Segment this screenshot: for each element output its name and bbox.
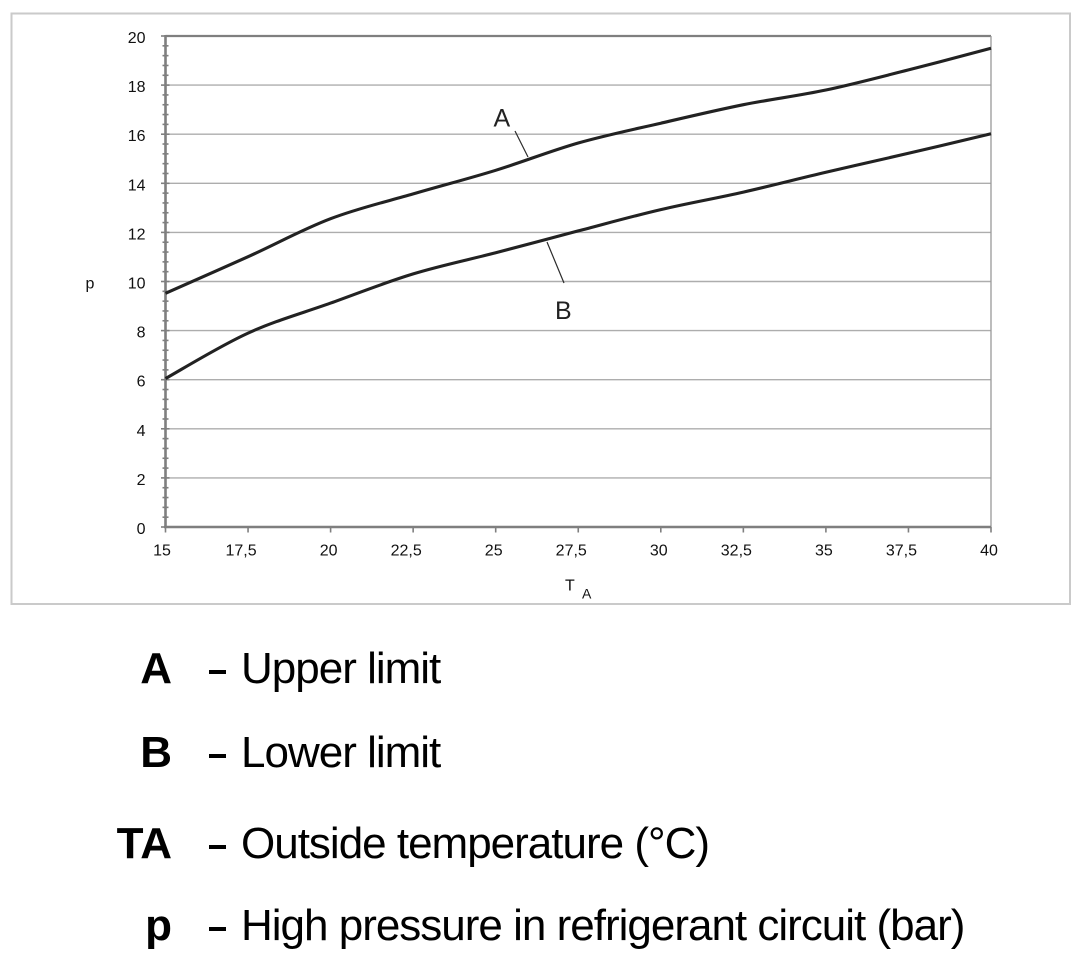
svg-text:25: 25 (485, 543, 503, 560)
svg-text:A: A (494, 105, 511, 133)
svg-text:40: 40 (980, 543, 998, 560)
svg-text:0: 0 (137, 521, 146, 538)
svg-text:B: B (555, 297, 572, 325)
svg-text:8: 8 (137, 325, 146, 342)
svg-text:10: 10 (128, 276, 146, 293)
svg-text:20: 20 (320, 543, 338, 560)
svg-text:32,5: 32,5 (721, 543, 752, 560)
svg-text:4: 4 (137, 423, 146, 440)
svg-text:6: 6 (137, 374, 146, 391)
svg-text:20: 20 (128, 30, 146, 47)
svg-text:35: 35 (815, 543, 833, 560)
svg-text:17,5: 17,5 (225, 543, 256, 560)
svg-text:2: 2 (137, 472, 146, 489)
svg-text:A: A (582, 586, 592, 602)
svg-text:15: 15 (153, 543, 171, 560)
svg-text:14: 14 (128, 177, 146, 194)
svg-text:p: p (86, 276, 95, 293)
svg-text:37,5: 37,5 (886, 543, 917, 560)
svg-text:T: T (565, 578, 575, 595)
svg-text:12: 12 (128, 226, 146, 243)
svg-text:22,5: 22,5 (391, 543, 422, 560)
svg-text:18: 18 (128, 79, 146, 96)
svg-text:27,5: 27,5 (556, 543, 587, 560)
svg-text:30: 30 (650, 543, 668, 560)
svg-text:16: 16 (128, 128, 146, 145)
